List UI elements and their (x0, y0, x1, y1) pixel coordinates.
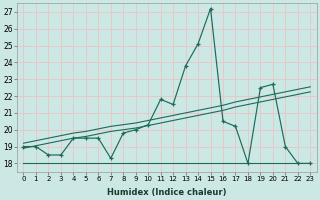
X-axis label: Humidex (Indice chaleur): Humidex (Indice chaleur) (107, 188, 227, 197)
